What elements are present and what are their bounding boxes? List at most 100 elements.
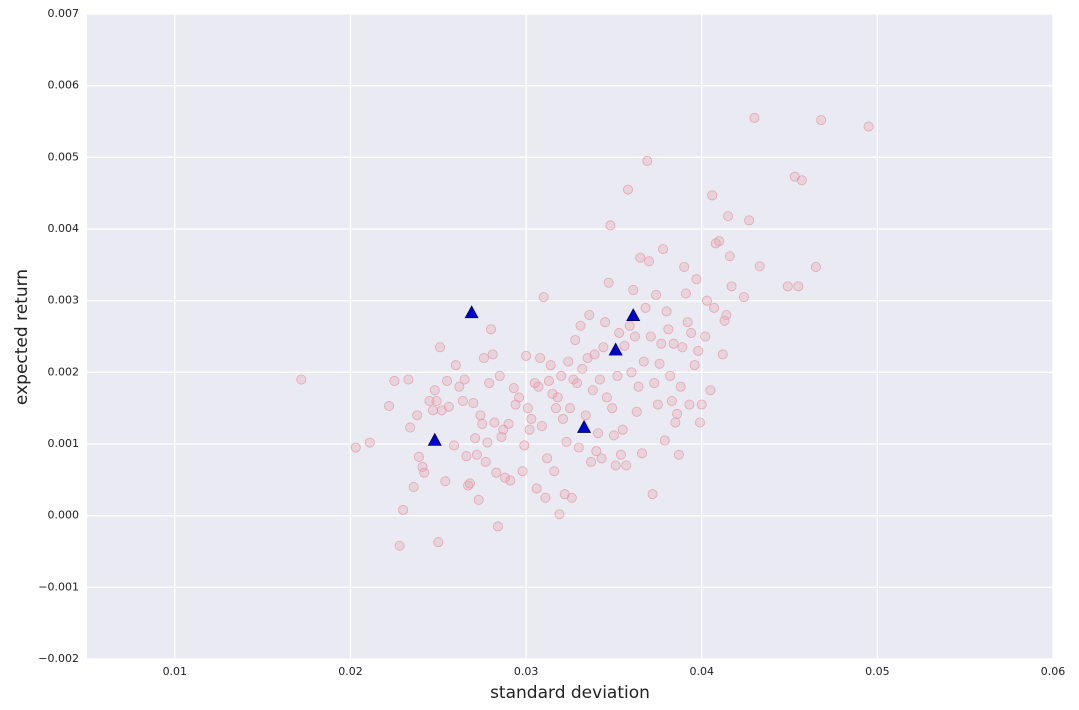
scatter-point <box>350 442 361 453</box>
y-tick-label: 0.006 <box>48 79 80 92</box>
scatter-point <box>461 451 472 462</box>
scatter-point <box>457 395 468 406</box>
scatter-point <box>672 408 683 419</box>
y-tick-label: 0.000 <box>48 509 80 522</box>
scatter-point <box>661 306 672 317</box>
scatter-point <box>519 440 530 451</box>
y-tick-label: 0.003 <box>48 294 80 307</box>
scatter-point <box>570 335 581 346</box>
triangle-point <box>577 419 592 433</box>
scatter-point <box>719 315 730 326</box>
scatter-point <box>514 392 525 403</box>
scatter-point <box>631 406 642 417</box>
scatter-point <box>450 360 461 371</box>
scatter-point <box>638 356 649 367</box>
scatter-point <box>580 410 591 421</box>
scatter-point <box>563 356 574 367</box>
scatter-point <box>603 277 614 288</box>
scatter-point <box>454 381 465 392</box>
scatter-point <box>547 388 558 399</box>
scatter-point <box>665 370 676 381</box>
scatter-point <box>471 449 482 460</box>
y-tick-label: 0.004 <box>48 222 80 235</box>
scatter-point <box>721 309 732 320</box>
scatter-point <box>680 288 691 299</box>
scatter-point <box>556 370 567 381</box>
scatter-point <box>491 467 502 478</box>
scatter-point <box>642 155 653 166</box>
scatter-point <box>505 475 516 486</box>
scatter-point <box>533 381 544 392</box>
scatter-point <box>542 453 553 464</box>
scatter-point <box>535 352 546 363</box>
scatter-point <box>529 378 540 389</box>
scatter-point <box>557 413 568 424</box>
scatter-point <box>629 331 640 342</box>
scatter-point <box>666 395 677 406</box>
scatter-point <box>443 401 454 412</box>
scatter-point <box>484 378 495 389</box>
y-tick-label: 0.005 <box>48 150 80 163</box>
scatter-point <box>693 345 704 356</box>
scatter-point <box>673 449 684 460</box>
scatter-point <box>593 428 604 439</box>
triangle-point <box>626 308 641 322</box>
scatter-point <box>408 481 419 492</box>
scatter-point <box>475 410 486 421</box>
scatter-point <box>626 367 637 378</box>
scatter-point <box>726 281 737 292</box>
scatter-point <box>793 281 804 292</box>
scatter-point <box>433 537 444 548</box>
scatter-point <box>478 352 489 363</box>
scatter-point <box>863 121 874 132</box>
x-tick-label: 0.02 <box>338 665 363 678</box>
scatter-point <box>429 385 440 396</box>
scatter-point <box>749 112 760 123</box>
scatter-point <box>628 284 639 295</box>
scatter-point <box>644 256 655 267</box>
scatter-point <box>700 331 711 342</box>
scatter-point <box>550 403 561 414</box>
scatter-point <box>633 381 644 392</box>
y-tick-label: 0.007 <box>48 7 80 20</box>
scatter-point <box>485 324 496 335</box>
scatter-point <box>522 403 533 414</box>
scatter-point <box>796 175 807 186</box>
scatter-point <box>591 446 602 457</box>
scatter-point <box>679 261 690 272</box>
scatter-point <box>640 302 651 313</box>
triangle-point <box>464 305 479 319</box>
scatter-point <box>568 374 579 385</box>
scatter-point <box>663 324 674 335</box>
scatter-point <box>517 466 528 477</box>
scatter-point <box>508 383 519 394</box>
grid <box>87 13 1054 660</box>
scatter-point <box>696 399 707 410</box>
scatter-point <box>500 472 511 483</box>
scatter-point <box>615 449 626 460</box>
scatter-point <box>464 478 475 489</box>
scatter-point <box>468 398 479 409</box>
scatter-point <box>566 492 577 503</box>
scatter-point <box>540 492 551 503</box>
scatter-point <box>612 370 623 381</box>
scatter-point <box>577 363 588 374</box>
scatter-point <box>705 385 716 396</box>
scatter-point <box>442 375 453 386</box>
scatter-point <box>738 292 749 303</box>
scatter-point <box>545 360 556 371</box>
scatter-point <box>424 395 435 406</box>
scatter-point <box>668 338 679 349</box>
scatter-point <box>398 504 409 515</box>
scatter-point <box>691 274 702 285</box>
scatter-point <box>503 418 514 429</box>
scatter-point <box>549 466 560 477</box>
scatter-point <box>610 460 621 471</box>
scatter-point <box>584 309 595 320</box>
scatter-point <box>572 378 583 389</box>
scatter-point <box>816 115 827 126</box>
x-tick-label: 0.03 <box>514 665 539 678</box>
scatter-point <box>723 211 734 222</box>
x-tick-label: 0.06 <box>1041 665 1066 678</box>
